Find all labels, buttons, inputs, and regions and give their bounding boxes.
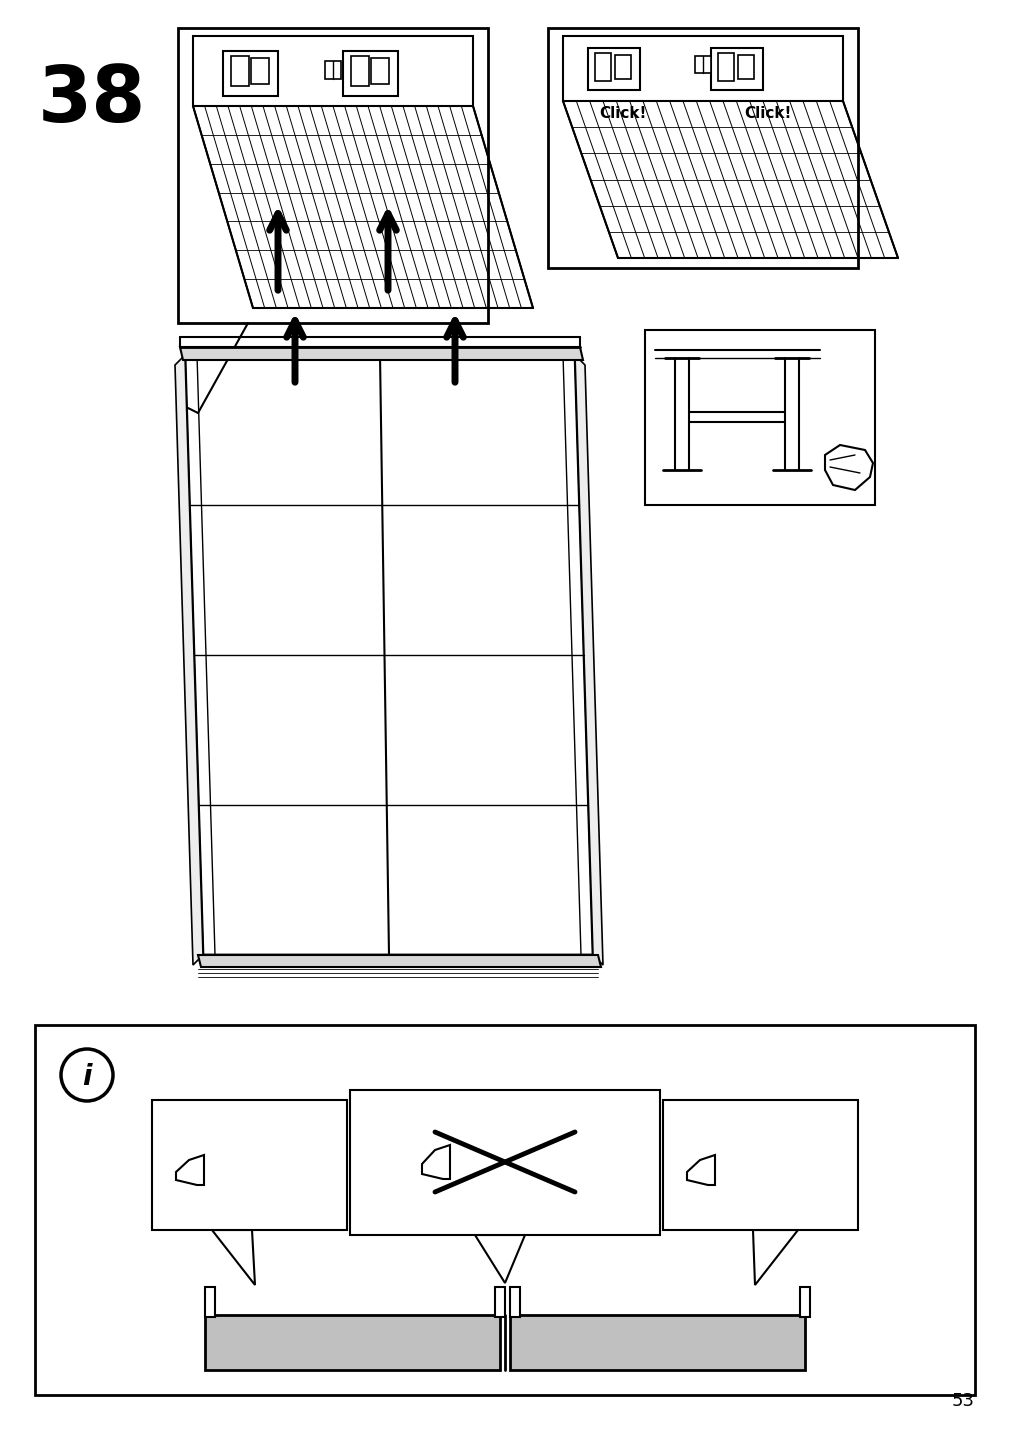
Polygon shape	[824, 445, 872, 490]
Bar	[205, 1315, 499, 1370]
Polygon shape	[422, 1146, 450, 1179]
Bar	[804, 1290, 972, 1393]
Bar	[615, 54, 631, 79]
Bar	[371, 59, 388, 84]
Bar	[178, 29, 487, 324]
Polygon shape	[193, 106, 533, 308]
Polygon shape	[474, 1234, 525, 1283]
Bar	[510, 1315, 804, 1370]
Polygon shape	[574, 355, 603, 965]
Bar	[325, 62, 341, 79]
Polygon shape	[686, 1156, 715, 1186]
Bar	[562, 36, 842, 102]
Polygon shape	[752, 1230, 798, 1285]
Text: 53: 53	[951, 1392, 974, 1411]
Bar	[37, 1027, 972, 1067]
Bar	[717, 53, 733, 82]
Polygon shape	[175, 355, 203, 965]
Polygon shape	[180, 347, 582, 359]
Bar	[37, 1067, 152, 1272]
Bar	[662, 1100, 857, 1230]
Bar	[800, 1287, 809, 1317]
Bar	[205, 1287, 214, 1317]
Bar	[494, 1287, 504, 1317]
Polygon shape	[562, 102, 897, 258]
Bar	[152, 1100, 347, 1230]
Circle shape	[61, 1050, 113, 1101]
Bar	[695, 56, 711, 73]
Polygon shape	[198, 955, 601, 967]
Polygon shape	[211, 1230, 255, 1285]
Polygon shape	[176, 1156, 204, 1186]
Bar	[587, 49, 639, 90]
Bar	[510, 1287, 520, 1317]
Polygon shape	[185, 355, 592, 955]
Bar	[711, 49, 762, 90]
Bar	[37, 1290, 205, 1393]
Bar	[343, 52, 397, 96]
Bar	[857, 1067, 972, 1272]
Bar	[193, 36, 472, 106]
Bar	[548, 29, 857, 268]
Bar	[35, 1025, 974, 1395]
Text: 38: 38	[38, 62, 147, 137]
Bar	[222, 52, 278, 96]
Text: i: i	[82, 1063, 92, 1091]
Bar	[350, 1090, 659, 1234]
Bar	[205, 1027, 804, 1067]
Text: Click!: Click!	[743, 106, 791, 120]
Bar	[737, 54, 753, 79]
Text: Click!: Click!	[599, 106, 646, 120]
Bar	[251, 59, 269, 84]
Bar	[351, 56, 369, 86]
Bar	[644, 329, 875, 505]
Bar	[594, 53, 611, 82]
Bar	[231, 56, 249, 86]
